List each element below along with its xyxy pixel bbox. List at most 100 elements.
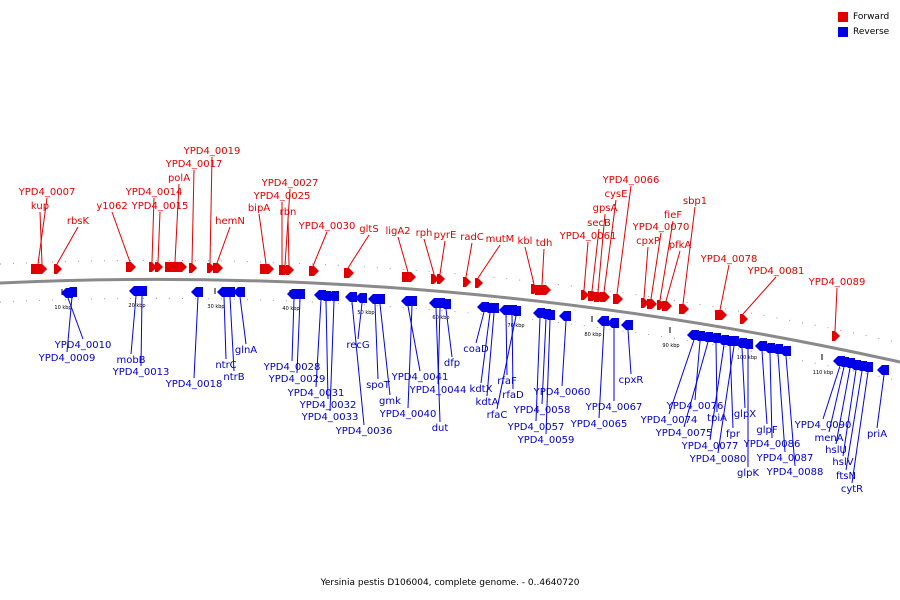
reverse-gene-arrow (687, 330, 699, 340)
forward-gene-arrow (475, 278, 483, 288)
reverse-gene-leader (511, 314, 514, 390)
reverse-gene-label: ftsN (836, 471, 856, 482)
tick-marks: 10 kbp 20 kbp 30 kbp 40 kbp 50 kbp 60 kbp 70 k… (54, 287, 833, 376)
forward-gene-label: YPD4_0017 (165, 159, 223, 170)
reverse-gene-arrow (717, 335, 729, 345)
forward-swatch (838, 11, 848, 22)
reverse-gene-label: coaD (463, 344, 489, 355)
forward-gene-leader (191, 169, 195, 264)
reverse-gene-label: YPD4_0013 (112, 367, 170, 378)
reverse-gene-label: YPD4_0074 (640, 415, 698, 426)
reverse-gene-leader (835, 367, 851, 445)
forward-gene-leader (39, 211, 43, 265)
reverse-gene-leader (545, 319, 551, 435)
forward-gene-label: bipA (248, 203, 270, 214)
reverse-gene-leader (291, 298, 295, 362)
forward-gene-label: YPD4_0019 (183, 146, 241, 157)
reverse-gene-leader (761, 350, 768, 425)
reverse-gene-label: YPD4_0077 (681, 441, 739, 452)
reverse-gene-leader (535, 317, 541, 422)
reverse-gene-leader (296, 298, 301, 374)
forward-gene-leader (258, 213, 267, 265)
reverse-gene-leader (407, 305, 413, 409)
forward-gene-label: kup (31, 201, 49, 212)
forward-gene-leader (312, 231, 328, 267)
forward-gene-leader (665, 250, 681, 302)
reverse-gene-leader (505, 314, 508, 376)
reverse-gene-label: glpF (756, 425, 777, 436)
forward-gene-leader (111, 211, 131, 263)
reverse-gene-arrow (509, 306, 521, 316)
forward-gene-leader (719, 264, 730, 311)
forward-gene-arrow (344, 268, 354, 278)
reverse-gene-leader (67, 297, 84, 340)
forward-gene-leader (397, 236, 409, 273)
legend-reverse-label: Reverse (853, 26, 890, 37)
reverse-gene-leader (435, 307, 441, 423)
reverse-gene-leader (741, 347, 746, 409)
forward-gene-label: YPD4_0070 (632, 222, 690, 233)
tick-label: 40 kbp (282, 306, 299, 312)
forward-track-guide (0, 259, 900, 344)
reverse-gene-label: YPD4_0086 (743, 439, 801, 450)
tick-label: 60 kbp (432, 315, 449, 321)
reverse-gene-leader (351, 301, 365, 426)
forward-gene-label: fieF (664, 210, 682, 221)
reverse-gene-leader (785, 355, 796, 467)
forward-gene-leader (583, 241, 589, 291)
forward-gene-leader (209, 156, 213, 264)
reverse-gene-leader (561, 320, 567, 387)
reverse-gene-arrow (293, 289, 305, 299)
reverse-swatch (838, 26, 848, 37)
reverse-gene-label: dut (432, 423, 449, 434)
forward-gene-label: gltS (359, 224, 378, 235)
reverse-gene-leader (842, 369, 857, 457)
reverse-gene-label: fpr (726, 429, 741, 440)
reverse-gene-arrow (373, 294, 385, 304)
forward-gene-arrow (679, 304, 689, 314)
reverse-gene-arrow (543, 310, 555, 320)
reverse-gene-label: glpK (737, 468, 759, 479)
forward-gene-arrow (657, 300, 665, 310)
reverse-gene-label: YPD4_0009 (38, 353, 96, 364)
reverse-gene-arrow (355, 293, 367, 303)
reverse-gene-label: YPD4_0028 (263, 362, 321, 373)
reverse-gene-label: YPD4_0057 (507, 422, 565, 433)
reverse-gene-label: cpxR (619, 375, 644, 386)
reverse-gene-arrow (779, 346, 791, 356)
reverse-gene-label: YPD4_0031 (287, 388, 345, 399)
forward-gene-leader (603, 199, 617, 293)
forward-gene-label: mutM (486, 234, 515, 245)
reverse-gene-arrow (439, 299, 451, 309)
forward-gene-label: y1062 (96, 201, 127, 212)
reverse-gene-arrow (345, 292, 357, 302)
reverse-gene-label: YPD4_0067 (585, 402, 643, 413)
tick-label: 10 kbp (54, 305, 71, 311)
forward-gene-label: YPD4_0030 (298, 221, 356, 232)
reverse-gene-leader (851, 371, 869, 484)
forward-gene-label: YPD4_0061 (559, 231, 617, 242)
forward-gene-arrow (647, 299, 657, 309)
reverse-gene-label: YPD4_0076 (666, 401, 724, 412)
reverse-gene-label: YPD4_0087 (756, 453, 814, 464)
reverse-gene-leader (876, 374, 885, 429)
legend: Forward Reverse (838, 9, 889, 39)
forward-gene-arrow (155, 262, 163, 272)
reverse-gene-label: dfp (444, 358, 460, 369)
reverse-gene-leader (627, 329, 632, 375)
reverse-gene-leader (239, 296, 247, 345)
reverse-gene-leader (374, 303, 379, 380)
reverse-gene-leader (729, 345, 734, 429)
reverse-gene-label: spoT (366, 380, 391, 391)
forward-gene-leader (477, 244, 501, 279)
forward-gene-leader (216, 226, 231, 264)
forward-gene-label: YPD4_0066 (602, 175, 660, 186)
reverse-gene-label: YPD4_0060 (533, 387, 591, 398)
forward-gene-arrow (165, 262, 187, 272)
reverse-gene-arrow (405, 296, 417, 306)
reverse-gene-arrow (861, 362, 873, 372)
reverse-gene-label: mobB (116, 355, 145, 366)
forward-gene-label: polA (168, 173, 190, 184)
reverse-gene-leader (480, 312, 491, 384)
forward-gene-label: rph (416, 228, 433, 239)
